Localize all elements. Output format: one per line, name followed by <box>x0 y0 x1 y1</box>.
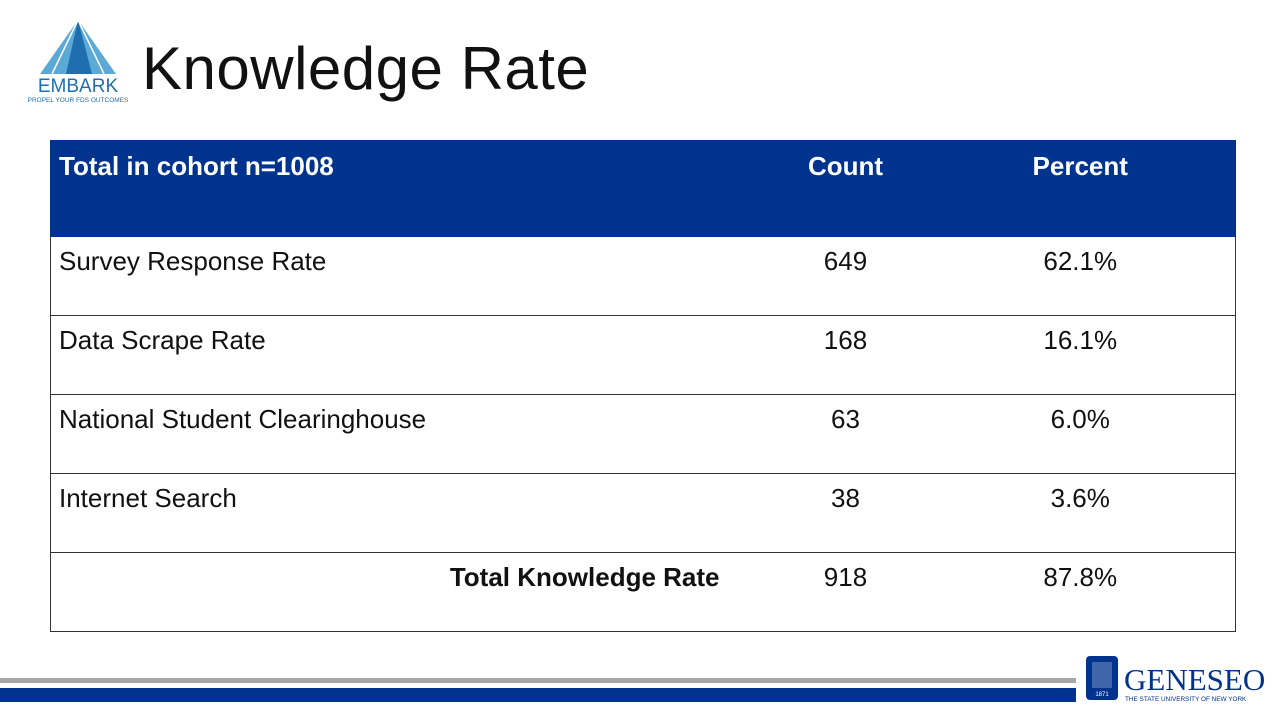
header-row: Total in cohort n=1008 Count Percent <box>50 140 1236 237</box>
table-cell: National Student Clearinghouse <box>50 394 766 474</box>
table-cell: 3.6% <box>925 473 1236 553</box>
header-cell: Count <box>765 140 926 237</box>
table-cell: Internet Search <box>50 473 766 553</box>
seal-year: 1871 <box>1095 692 1109 698</box>
footer-blue-bar <box>0 688 1076 702</box>
footer-subtitle: THE STATE UNIVERSITY OF NEW YORK <box>1125 696 1247 703</box>
table-cell: 168 <box>765 315 926 395</box>
table-cell: Total Knowledge Rate <box>50 552 766 632</box>
header-cell: Total in cohort n=1008 <box>50 140 766 237</box>
logo-name: EMBARK <box>38 76 119 97</box>
table-cell: 649 <box>765 236 926 316</box>
table-cell: 63 <box>765 394 926 474</box>
table-row: Survey Response Rate 649 62.1% <box>50 236 1236 316</box>
header-cell: Percent <box>925 140 1236 237</box>
data-table: Total in cohort n=1008 Count Percent Sur… <box>50 140 1236 632</box>
geneseo-logo: 1871 GENESEO THE STATE UNIVERSITY OF NEW… <box>1086 656 1265 703</box>
table-cell: Survey Response Rate <box>50 236 766 316</box>
logo-pyramid-face <box>66 20 92 74</box>
total-row: Total Knowledge Rate 918 87.8% <box>50 552 1236 632</box>
table-row: National Student Clearinghouse 63 6.0% <box>50 394 1236 474</box>
table-cell: 6.0% <box>925 394 1236 474</box>
table-row: Data Scrape Rate 168 16.1% <box>50 315 1236 395</box>
table-cell: 87.8% <box>925 552 1236 632</box>
footer-name: GENESEO <box>1124 662 1265 697</box>
embark-logo: EMBARK PROPEL YOUR FDS OUTCOMES <box>28 19 129 104</box>
footer-gray-rule <box>0 678 1076 683</box>
table-row: Internet Search 38 3.6% <box>50 473 1236 553</box>
seal <box>1086 656 1118 700</box>
slide-title: Knowledge Rate <box>142 35 590 102</box>
logo-tagline: PROPEL YOUR FDS OUTCOMES <box>28 97 129 104</box>
table-cell: 38 <box>765 473 926 553</box>
table-cell: Data Scrape Rate <box>50 315 766 395</box>
table-cell: 62.1% <box>925 236 1236 316</box>
table-cell: 16.1% <box>925 315 1236 395</box>
table-cell: 918 <box>765 552 926 632</box>
